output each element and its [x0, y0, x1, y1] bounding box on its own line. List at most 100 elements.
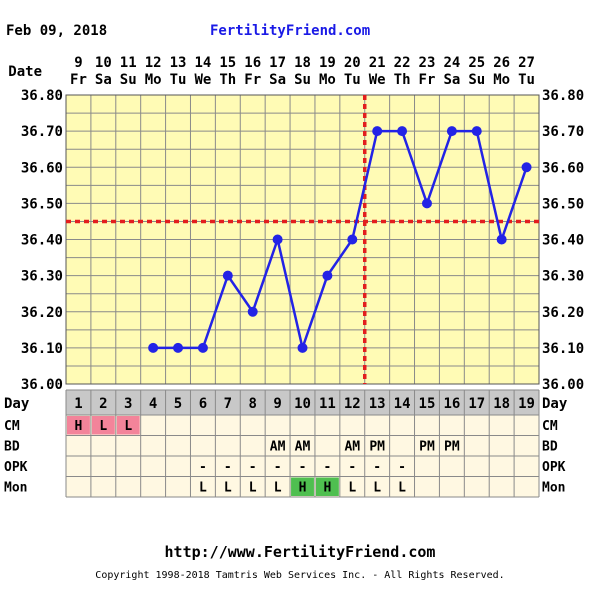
- mon-high-cell-fill: [291, 477, 314, 496]
- temperature-point: [421, 198, 432, 209]
- opk-cell-value: -: [348, 460, 356, 475]
- mon-cell-value: H: [323, 481, 331, 496]
- weekday-label: Su: [468, 72, 485, 88]
- temperature-point: [197, 342, 208, 353]
- date-label: 13: [170, 55, 187, 71]
- cm-cell-value: L: [124, 419, 132, 434]
- date-label: 9: [74, 55, 82, 71]
- weekday-label: We: [369, 72, 386, 88]
- temperature-point: [471, 126, 482, 137]
- y-tick-label-right: 36.10: [542, 341, 584, 357]
- y-tick-label-left: 36.70: [21, 124, 63, 140]
- weekday-label: Su: [120, 72, 137, 88]
- footer-url: http://www.FertilityFriend.com: [165, 543, 436, 561]
- y-tick-label-right: 36.00: [542, 377, 584, 393]
- date-header: 9Fr10Sa11Su12Mo13Tu14We15Th16Fr17Sa18Su1…: [70, 55, 535, 88]
- cycle-day-label: 13: [369, 396, 386, 412]
- y-tick-label-left: 36.60: [21, 160, 63, 176]
- opk-row-label-right: OPK: [542, 460, 566, 475]
- temperature-point: [173, 342, 184, 353]
- temperature-point: [222, 270, 233, 281]
- mon-cell-value: L: [199, 481, 207, 496]
- footer-copyright: Copyright 1998-2018 Tamtris Web Services…: [95, 570, 504, 581]
- weekday-label: Sa: [95, 72, 112, 88]
- date-row-label: Date: [8, 64, 42, 80]
- date-label: 23: [419, 55, 436, 71]
- opk-cell-value: -: [373, 460, 381, 475]
- date-label: 22: [394, 55, 411, 71]
- temperature-point: [521, 162, 532, 173]
- bd-cell-value: AM: [295, 440, 311, 455]
- cycle-day-label: 16: [443, 396, 460, 412]
- temperature-point: [297, 342, 308, 353]
- temperature-point: [372, 126, 383, 137]
- mon-cell-value: L: [348, 481, 356, 496]
- y-tick-label-right: 36.60: [542, 160, 584, 176]
- site-title: FertilityFriend.com: [210, 23, 370, 39]
- cycle-day-label: 5: [174, 396, 182, 412]
- y-tick-label-left: 36.30: [21, 269, 63, 285]
- y-tick-label-right: 36.20: [542, 305, 584, 321]
- date-label: 16: [244, 55, 261, 71]
- opk-row-label: OPK: [4, 460, 28, 475]
- weekday-label: Sa: [269, 72, 286, 88]
- date-label: 11: [120, 55, 137, 71]
- day-row-label-right: Day: [542, 396, 568, 412]
- cm-cell-value: H: [75, 419, 83, 434]
- date-label: 10: [95, 55, 112, 71]
- date-label: 12: [145, 55, 162, 71]
- y-tick-label-right: 36.30: [542, 269, 584, 285]
- cycle-day-label: 15: [419, 396, 436, 412]
- bd-row-label: BD: [4, 440, 20, 455]
- temperature-point: [322, 270, 333, 281]
- weekday-label: Sa: [443, 72, 460, 88]
- weekday-label: Th: [219, 72, 236, 88]
- cm-cell-value: L: [99, 419, 107, 434]
- cycle-day-label: 7: [224, 396, 232, 412]
- chart-date: Feb 09, 2018: [6, 23, 107, 39]
- y-tick-label-right: 36.50: [542, 196, 584, 212]
- temperature-line: [153, 129, 528, 353]
- weekday-label: Fr: [70, 72, 87, 88]
- mon-row-label-right: Mon: [542, 481, 565, 496]
- weekday-label: Fr: [244, 72, 261, 88]
- y-axis: 36.00 36.00 36.10 36.10 36.20 36.20 36.30 36.30…: [21, 88, 584, 393]
- temperature-point: [148, 342, 159, 353]
- cycle-day-label: 17: [468, 396, 485, 412]
- bd-row-label-right: BD: [542, 440, 558, 455]
- cm-row-label-right: CM: [542, 419, 558, 434]
- weekday-label: Mo: [319, 72, 336, 88]
- mon-cell-value: L: [224, 481, 232, 496]
- weekday-label: Mo: [145, 72, 162, 88]
- date-label: 20: [344, 55, 361, 71]
- y-tick-label-left: 36.40: [21, 233, 63, 249]
- temperature-series: [148, 126, 532, 353]
- opk-cell-value: -: [224, 460, 232, 475]
- opk-cell-value: -: [199, 460, 207, 475]
- y-tick-label-left: 36.80: [21, 88, 63, 104]
- date-label: 14: [194, 55, 211, 71]
- weekday-label: Su: [294, 72, 311, 88]
- date-label: 27: [518, 55, 535, 71]
- opk-cell-value: -: [323, 460, 331, 475]
- cycle-day-label: 1: [74, 396, 82, 412]
- cycle-day-label: 6: [199, 396, 207, 412]
- coverline: [66, 95, 539, 384]
- temperature-point: [496, 234, 507, 245]
- date-label: 26: [493, 55, 510, 71]
- cm-cell-fill: [91, 416, 115, 435]
- y-tick-label-left: 36.10: [21, 341, 63, 357]
- mon-row-label: Mon: [4, 481, 27, 496]
- cycle-day-label: 11: [319, 396, 336, 412]
- mon-cell-value: L: [398, 481, 406, 496]
- date-label: 21: [369, 55, 386, 71]
- opk-cell-value: -: [398, 460, 406, 475]
- cycle-day-label: 14: [394, 396, 411, 412]
- weekday-label: Tu: [518, 72, 535, 88]
- date-label: 25: [468, 55, 485, 71]
- mon-high-cell-fill: [315, 477, 339, 496]
- cycle-day-label: 9: [273, 396, 281, 412]
- plot-border: [65, 94, 540, 385]
- cycle-day-label: 18: [493, 396, 510, 412]
